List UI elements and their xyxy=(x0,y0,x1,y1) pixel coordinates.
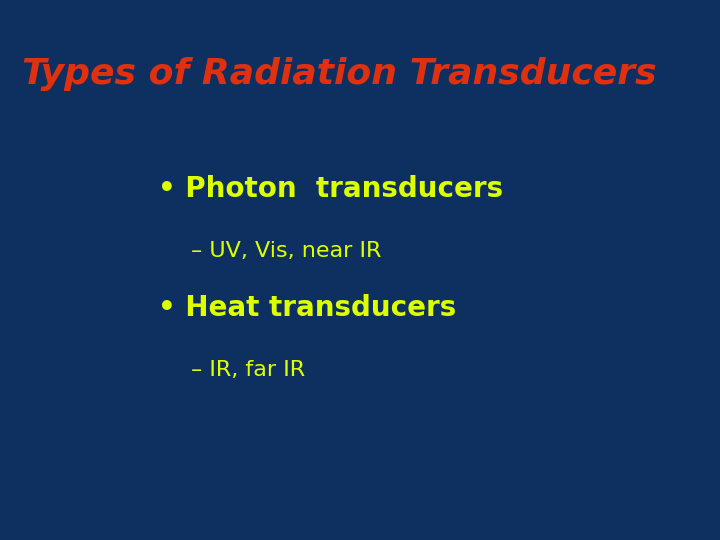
Text: – UV, Vis, near IR: – UV, Vis, near IR xyxy=(191,241,381,261)
Text: – IR, far IR: – IR, far IR xyxy=(191,360,305,380)
Text: Types of Radiation Transducers: Types of Radiation Transducers xyxy=(22,57,656,91)
Text: • Heat transducers: • Heat transducers xyxy=(158,294,456,322)
Text: • Photon  transducers: • Photon transducers xyxy=(158,175,503,203)
